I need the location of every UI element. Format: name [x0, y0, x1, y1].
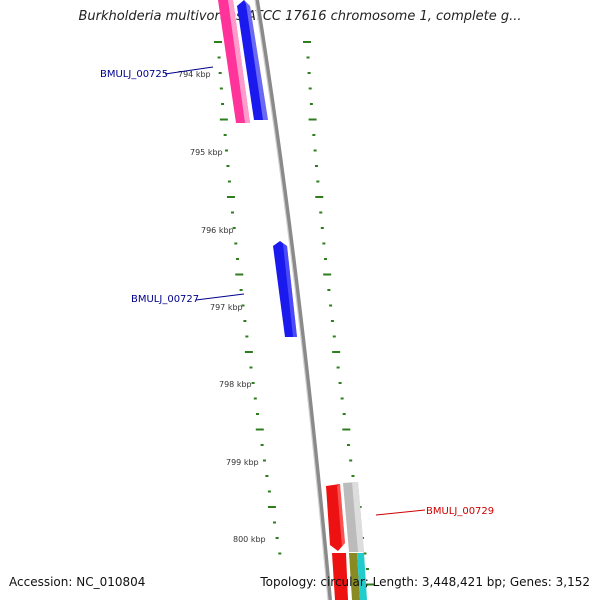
gene-label-bmulj-00729[interactable]: BMULJ_00729 [426, 506, 494, 517]
gene-label-bmulj-00725[interactable]: BMULJ_00725 [100, 69, 168, 80]
gene-olive[interactable] [349, 553, 360, 600]
gene-cyan[interactable] [357, 553, 367, 600]
genome-summary-text: Topology: circular; Length: 3,448,421 bp… [260, 575, 590, 589]
tick-label-800: 800 kbp [233, 535, 266, 544]
tick-label-799: 799 kbp [226, 458, 259, 467]
gene-gray[interactable] [343, 482, 364, 552]
tick-label-796: 796 kbp [201, 226, 234, 235]
gene-bmulj-00725[interactable] [237, 0, 268, 120]
accession-text: Accession: NC_010804 [9, 575, 146, 589]
scale-ticks: 794 kbp 795 kbp 796 kbp 797 kbp 798 kbp … [178, 70, 266, 544]
gene-bmulj-00725-pink[interactable] [218, 0, 250, 123]
gene-bmulj-00727[interactable] [273, 241, 297, 337]
tick-label-795: 795 kbp [190, 148, 223, 157]
chromosome-backbone [255, 0, 332, 600]
label-leader-bmulj-00727 [195, 293, 245, 301]
left-tick-track [214, 41, 282, 555]
label-leader-bmulj-00725 [164, 66, 214, 75]
tick-label-798: 798 kbp [219, 380, 252, 389]
gene-bmulj-00729[interactable] [326, 484, 348, 600]
map-title: Burkholderia multivorans ATCC 17616 chro… [78, 9, 522, 24]
gene-label-bmulj-00727[interactable]: BMULJ_00727 [131, 294, 199, 305]
label-leader-bmulj-00729 [375, 509, 426, 516]
tick-label-797: 797 kbp [210, 303, 243, 312]
chromosome-backbone-highlight [254, 0, 329, 600]
tick-label-794: 794 kbp [178, 70, 211, 79]
